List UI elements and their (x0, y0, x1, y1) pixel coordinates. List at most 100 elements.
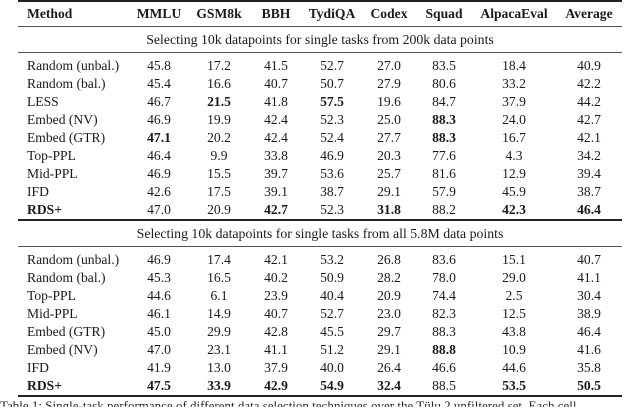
col-header-mmlu: MMLU (136, 6, 182, 21)
score-cell-bbh: 41.1 (264, 342, 288, 357)
score-cell-gsm8k: 16.6 (207, 76, 231, 91)
method-cell: Embed (GTR) (27, 324, 106, 339)
score-cell-mmlu: 42.6 (147, 184, 171, 199)
score-cell-squad: 83.5 (432, 58, 456, 73)
col-header-method: Method (27, 6, 73, 21)
section-title: Selecting 10k datapoints for single task… (18, 220, 622, 247)
score-cell-gsm8k: 17.2 (207, 58, 231, 73)
score-cell-gsm8k: 17.5 (207, 184, 231, 199)
score-cell-squad: 57.9 (432, 184, 456, 199)
table-row: Random (unbal.) 46.9 17.4 42.1 53.2 26.8 83.6 1… (18, 247, 622, 270)
method-cell: Embed (NV) (27, 112, 98, 127)
score-cell-codex: 23.0 (377, 306, 401, 321)
score-cell-tydiqa: 50.7 (320, 76, 344, 91)
score-cell-tydiqa: 45.5 (320, 324, 344, 339)
score-cell-tydiqa: 51.2 (320, 342, 344, 357)
score-cell-average: 39.4 (577, 166, 601, 181)
score-cell-gsm8k: 29.9 (207, 324, 231, 339)
table-row: Mid-PPL 46.9 15.5 39.7 53.6 25.7 81.6 12.9 39.4 (18, 165, 622, 183)
score-cell-squad: 78.0 (432, 270, 456, 285)
score-cell-gsm8k: 14.9 (207, 306, 231, 321)
score-cell-mmlu: 47.5 (130, 377, 188, 397)
score-cell-gsm8k: 19.9 (207, 112, 231, 127)
method-cell: Random (unbal.) (27, 252, 120, 267)
score-cell-tydiqa: 53.6 (320, 166, 344, 181)
score-cell-mmlu: 46.1 (147, 306, 171, 321)
score-cell-mmlu: 45.8 (147, 58, 171, 73)
score-cell-tydiqa: 40.4 (320, 288, 344, 303)
section-title: Selecting 10k datapoints for single task… (18, 26, 622, 53)
score-cell-squad: 83.6 (432, 252, 456, 267)
score-cell-mmlu: 45.4 (147, 76, 171, 91)
score-cell-alpacaeval: 24.0 (502, 112, 526, 127)
score-cell-gsm8k: 23.1 (207, 342, 231, 357)
score-cell-gsm8k: 21.5 (207, 94, 231, 109)
score-cell-average: 41.6 (577, 342, 601, 357)
header-row: Method MMLU GSM8k BBH TydiQA Codex Squad… (18, 1, 622, 27)
table-caption: Table 1: Single-task performance of diff… (0, 398, 577, 413)
score-cell-bbh: 41.8 (264, 94, 288, 109)
score-cell-codex: 27.7 (377, 130, 401, 145)
score-cell-alpacaeval: 37.9 (502, 94, 526, 109)
method-cell: Random (unbal.) (27, 58, 120, 73)
score-cell-bbh: 42.4 (264, 112, 288, 127)
score-cell-average: 34.2 (577, 148, 601, 163)
score-cell-codex: 25.7 (377, 166, 401, 181)
results-table-body: Selecting 10k datapoints for single task… (18, 26, 622, 397)
table-row: LESS 46.7 21.5 41.8 57.5 19.6 84.7 37.9 44.2 (18, 93, 622, 111)
score-cell-alpacaeval: 33.2 (502, 76, 526, 91)
score-cell-bbh: 39.1 (264, 184, 288, 199)
score-cell-bbh: 41.5 (264, 58, 288, 73)
score-cell-squad: 80.6 (432, 76, 456, 91)
score-cell-tydiqa: 52.7 (320, 58, 344, 73)
score-cell-alpacaeval: 4.3 (505, 148, 523, 163)
score-cell-bbh: 42.4 (264, 130, 288, 145)
score-cell-mmlu: 47.1 (147, 130, 171, 145)
score-cell-codex: 26.4 (377, 360, 401, 375)
method-cell: Mid-PPL (27, 166, 78, 181)
score-cell-tydiqa: 53.2 (320, 252, 344, 267)
method-cell: Top-PPL (27, 288, 76, 303)
method-cell: LESS (27, 94, 59, 109)
table-row: RDS+ 47.0 20.9 42.7 52.3 31.8 88.2 42.3 46.4 (18, 201, 622, 221)
method-cell: Random (bal.) (27, 76, 106, 91)
table-row: Embed (NV) 46.9 19.9 42.4 52.3 25.0 88.3 24.0 42… (18, 111, 622, 129)
score-cell-alpacaeval: 45.9 (502, 184, 526, 199)
score-cell-gsm8k: 20.2 (207, 130, 231, 145)
score-cell-codex: 26.8 (377, 252, 401, 267)
table-row: Top-PPL 46.4 9.9 33.8 46.9 20.3 77.6 4.3 34.2 (18, 147, 622, 165)
score-cell-mmlu: 45.0 (147, 324, 171, 339)
method-cell: Embed (GTR) (27, 130, 106, 145)
score-cell-alpacaeval: 53.5 (472, 377, 556, 397)
score-cell-alpacaeval: 42.3 (472, 201, 556, 221)
method-cell: Top-PPL (27, 148, 76, 163)
score-cell-average: 38.7 (577, 184, 601, 199)
score-cell-bbh: 42.9 (250, 377, 302, 397)
score-cell-codex: 29.7 (377, 324, 401, 339)
score-cell-average: 44.2 (577, 94, 601, 109)
section-header-row: Selecting 10k datapoints for single task… (18, 220, 622, 247)
score-cell-codex: 19.6 (377, 94, 401, 109)
score-cell-mmlu: 41.9 (147, 360, 171, 375)
score-cell-gsm8k: 17.4 (207, 252, 231, 267)
score-cell-gsm8k: 20.9 (188, 201, 250, 221)
score-cell-codex: 29.1 (377, 342, 401, 357)
score-cell-codex: 28.2 (377, 270, 401, 285)
score-cell-codex: 20.3 (377, 148, 401, 163)
score-cell-average: 30.4 (577, 288, 601, 303)
score-cell-codex: 29.1 (377, 184, 401, 199)
table-row: Embed (NV) 47.0 23.1 41.1 51.2 29.1 88.8 10.9 41… (18, 341, 622, 359)
score-cell-alpacaeval: 10.9 (502, 342, 526, 357)
method-cell: Mid-PPL (27, 306, 78, 321)
score-cell-alpacaeval: 16.7 (502, 130, 526, 145)
score-cell-squad: 88.8 (432, 342, 456, 357)
score-cell-bbh: 23.9 (264, 288, 288, 303)
method-cell: IFD (27, 360, 49, 375)
method-cell: RDS+ (18, 377, 130, 397)
score-cell-alpacaeval: 15.1 (502, 252, 526, 267)
score-cell-average: 46.4 (556, 201, 622, 221)
score-cell-alpacaeval: 12.5 (502, 306, 526, 321)
score-cell-average: 40.7 (577, 252, 601, 267)
col-header-average: Average (565, 6, 613, 21)
score-cell-codex: 31.8 (362, 201, 416, 221)
